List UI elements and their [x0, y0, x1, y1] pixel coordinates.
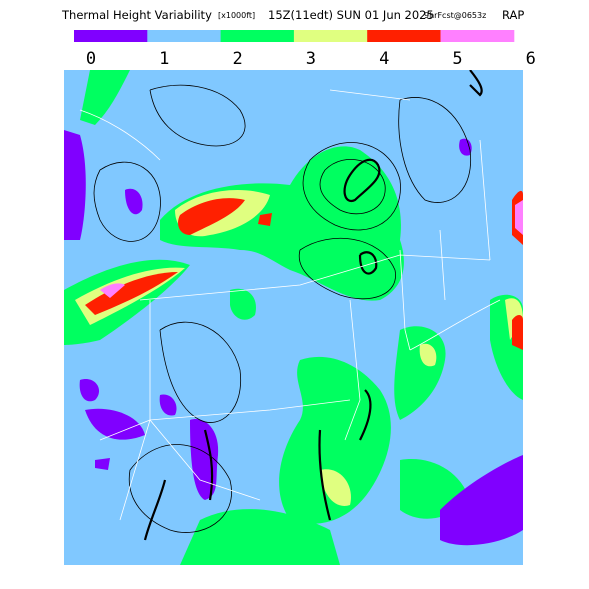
title: Thermal Height Variability — [61, 8, 212, 22]
colorbar: 0 1 2 3 4 5 6 — [74, 30, 536, 69]
colorbar-label: 1 — [159, 49, 169, 69]
colorbar-segment — [147, 30, 222, 42]
colorbar-label: 6 — [526, 49, 536, 69]
colorbar-label: 5 — [452, 49, 462, 69]
colorbar-segment — [293, 30, 368, 42]
pink-areas — [100, 200, 523, 298]
colorbar-segment — [220, 30, 295, 42]
valid-time: 15Z(11edt) SUN 01 Jun 2025 — [268, 8, 434, 22]
map — [64, 70, 523, 565]
green-areas — [64, 70, 523, 565]
colorbar-segment — [367, 30, 441, 42]
contours — [93, 70, 483, 541]
header: Thermal Height Variability [x1000ft] 15Z… — [61, 8, 524, 22]
borders — [79, 89, 501, 521]
purple-areas — [64, 130, 523, 546]
red-areas — [85, 190, 523, 350]
colorbar-label: 0 — [86, 49, 96, 69]
forecast-time: 9hrFcst@0653z — [424, 11, 486, 20]
colorbar-label: 2 — [232, 49, 242, 69]
colorbar-segment — [440, 30, 515, 42]
colorbar-label: 3 — [306, 49, 316, 69]
units: [x1000ft] — [218, 11, 255, 20]
colorbar-segment — [74, 30, 148, 42]
model: RAP — [502, 8, 524, 22]
colorbar-label: 4 — [379, 49, 389, 69]
